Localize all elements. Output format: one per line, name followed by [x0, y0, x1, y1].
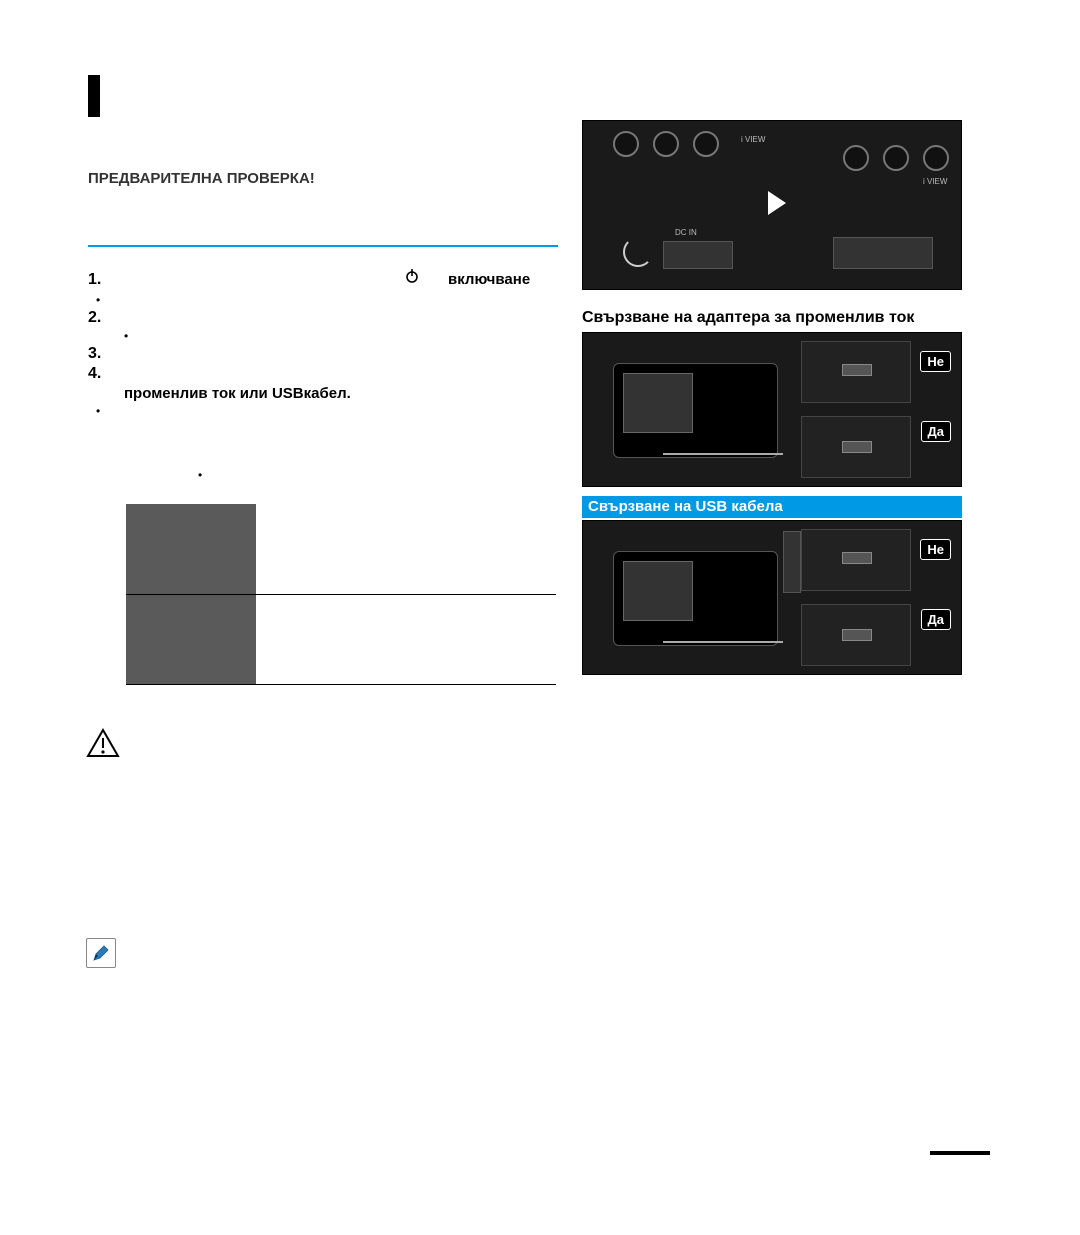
- table-row: [126, 594, 556, 684]
- button-circle: [923, 145, 949, 171]
- step-4-sub: •: [88, 404, 530, 418]
- info-table: [126, 504, 556, 685]
- step-4: 4.: [88, 365, 530, 383]
- port-area: [833, 237, 933, 269]
- plug-icon: [842, 441, 872, 453]
- usb-plug-icon: [842, 552, 872, 564]
- table-cell-header: [126, 594, 256, 684]
- button-circle: [883, 145, 909, 171]
- power-icon: [404, 268, 420, 284]
- lcd-screen: [623, 373, 693, 433]
- note-icon: [86, 938, 116, 968]
- lcd-screen: [623, 561, 693, 621]
- bullet-icon: •: [88, 329, 124, 343]
- caption-text: Свързване на USB кабела: [588, 498, 783, 515]
- step-4-sub2: •: [88, 468, 530, 482]
- caption-text: Свързване на адаптера за променлив ток: [582, 309, 914, 326]
- label-yes: Да: [921, 421, 952, 442]
- button-circle: [653, 131, 679, 157]
- step-1-sub: •: [88, 293, 530, 307]
- label-no: Не: [920, 351, 951, 372]
- open-arrow-icon: [623, 237, 653, 267]
- table-cell: [256, 504, 556, 594]
- dcin-label: DC IN: [675, 228, 697, 237]
- illustration-caption-usb-bar: Свързване на USB кабела: [582, 496, 962, 518]
- cable-icon: [663, 453, 783, 455]
- step-1: 1. включване: [88, 268, 530, 289]
- iview-label: i VIEW: [741, 135, 765, 144]
- step-number: 4.: [88, 365, 124, 383]
- connector-strip: [783, 531, 801, 593]
- bullet-icon: •: [88, 468, 198, 482]
- step-1-bold: включване: [448, 271, 530, 288]
- iview-label-2: i VIEW: [923, 177, 947, 186]
- illustration-ac-adapter: Не Да: [582, 332, 962, 487]
- bullet-icon: •: [88, 293, 124, 307]
- label-no: Не: [920, 539, 951, 560]
- plug-icon: [842, 364, 872, 376]
- step-2-sub: •: [88, 329, 530, 343]
- step-number: 2.: [88, 309, 124, 327]
- correct-zone: [801, 416, 911, 478]
- table-cell-header: [126, 504, 256, 594]
- port-cover: [663, 241, 733, 269]
- blue-divider: [88, 245, 558, 247]
- label-yes: Да: [921, 609, 952, 630]
- bullet-icon: •: [88, 404, 124, 418]
- step-number: 3.: [88, 345, 124, 363]
- precheck-heading: ПРЕДВАРИТЕЛНА ПРОВЕРКА!: [88, 170, 315, 187]
- button-circle: [693, 131, 719, 157]
- step-2: 2.: [88, 309, 530, 327]
- wrong-zone: [801, 529, 911, 591]
- arrow-right-icon: [768, 191, 786, 215]
- correct-zone: [801, 604, 911, 666]
- usb-plug-icon: [842, 629, 872, 641]
- illustration-caption-ac: Свързване на адаптера за променлив ток: [582, 309, 914, 327]
- table-cell: [256, 594, 556, 684]
- cable-icon: [663, 641, 783, 643]
- illustration-closeup: i VIEW i VIEW DC IN: [582, 120, 962, 290]
- page: ПРЕДВАРИТЕЛНА ПРОВЕРКА! 1. включване • 2…: [0, 0, 1080, 1235]
- button-circle: [843, 145, 869, 171]
- illustration-usb-cable: Не Да: [582, 520, 962, 675]
- step-list: 1. включване • 2. • 3. 4. променлив то: [88, 268, 530, 484]
- step-number: 1.: [88, 271, 124, 289]
- step-4-bold: променлив ток или USBкабел.: [124, 385, 351, 402]
- page-footer-line: [930, 1151, 990, 1155]
- button-circle: [613, 131, 639, 157]
- precheck-text: ПРЕДВАРИТЕЛНА ПРОВЕРКА!: [88, 170, 315, 187]
- table-row: [126, 504, 556, 594]
- step-3: 3.: [88, 345, 530, 363]
- wrong-zone: [801, 341, 911, 403]
- step-4-line2: променлив ток или USBкабел.: [88, 385, 530, 402]
- warning-icon: [86, 728, 120, 763]
- section-marker: [88, 75, 100, 117]
